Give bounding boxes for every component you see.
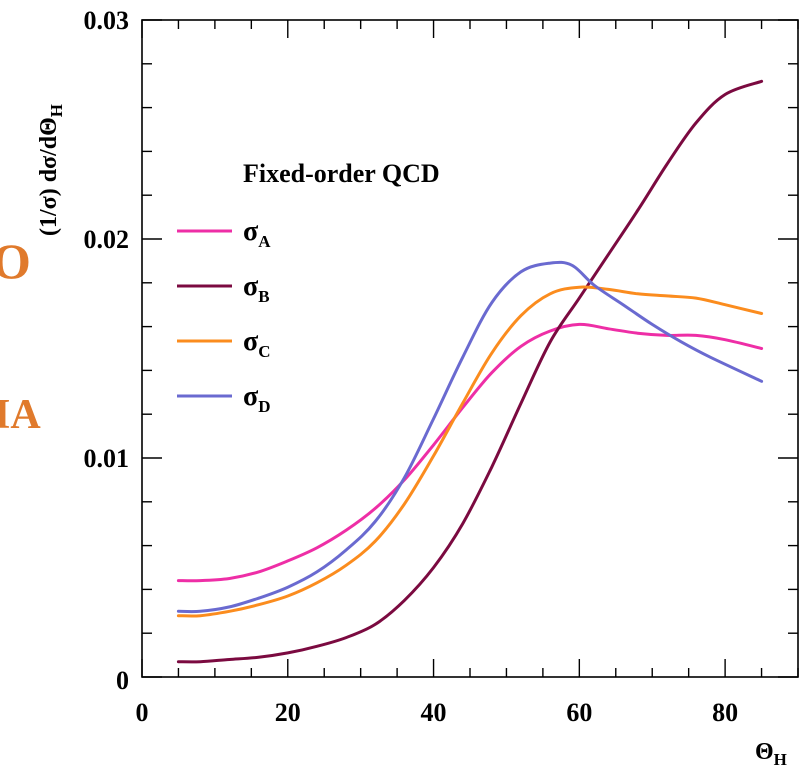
series-line-c xyxy=(176,285,764,618)
x-tick-label: 20 xyxy=(275,698,301,727)
fragment-left-upper: O xyxy=(0,233,31,289)
y-tick-label: 0.02 xyxy=(84,225,130,254)
series-line-d xyxy=(176,260,764,614)
y-axis-title: (1/σ) dσ/dΘH xyxy=(36,104,66,236)
x-tick-label: 60 xyxy=(566,698,592,727)
x-tick-label: 0 xyxy=(136,698,149,727)
legend-label-d: σD xyxy=(243,381,271,416)
axis-ticks xyxy=(141,19,799,678)
legend-label-c: σC xyxy=(243,326,271,361)
legend-label-a: σA xyxy=(243,216,271,251)
y-axis-title-main: (1/σ) dσ/dΘ xyxy=(36,117,62,236)
legend-label-b: σB xyxy=(243,271,270,306)
series-lines xyxy=(176,79,764,664)
legend: Fixed-order QCD σA σB σC σD xyxy=(177,159,440,416)
fragment-left-lower: IA xyxy=(0,392,41,438)
y-tick-label: 0 xyxy=(116,666,129,695)
y-tick-label: 0.01 xyxy=(84,444,130,473)
legend-title: Fixed-order QCD xyxy=(243,159,440,188)
x-axis-title-sub: H xyxy=(774,750,787,769)
x-tick-label: 40 xyxy=(421,698,447,727)
x-axis-title-main: Θ xyxy=(755,739,774,765)
x-axis-title: ΘH xyxy=(755,739,787,769)
series-line-b xyxy=(176,79,764,664)
series-line-a xyxy=(176,322,764,583)
y-tick-label: 0.03 xyxy=(84,6,130,35)
x-tick-label: 80 xyxy=(712,698,738,727)
y-axis-title-sub: H xyxy=(47,104,66,117)
axis-tick-labels: 0 20 40 60 80 0 0.01 0.02 0.03 xyxy=(84,6,739,727)
